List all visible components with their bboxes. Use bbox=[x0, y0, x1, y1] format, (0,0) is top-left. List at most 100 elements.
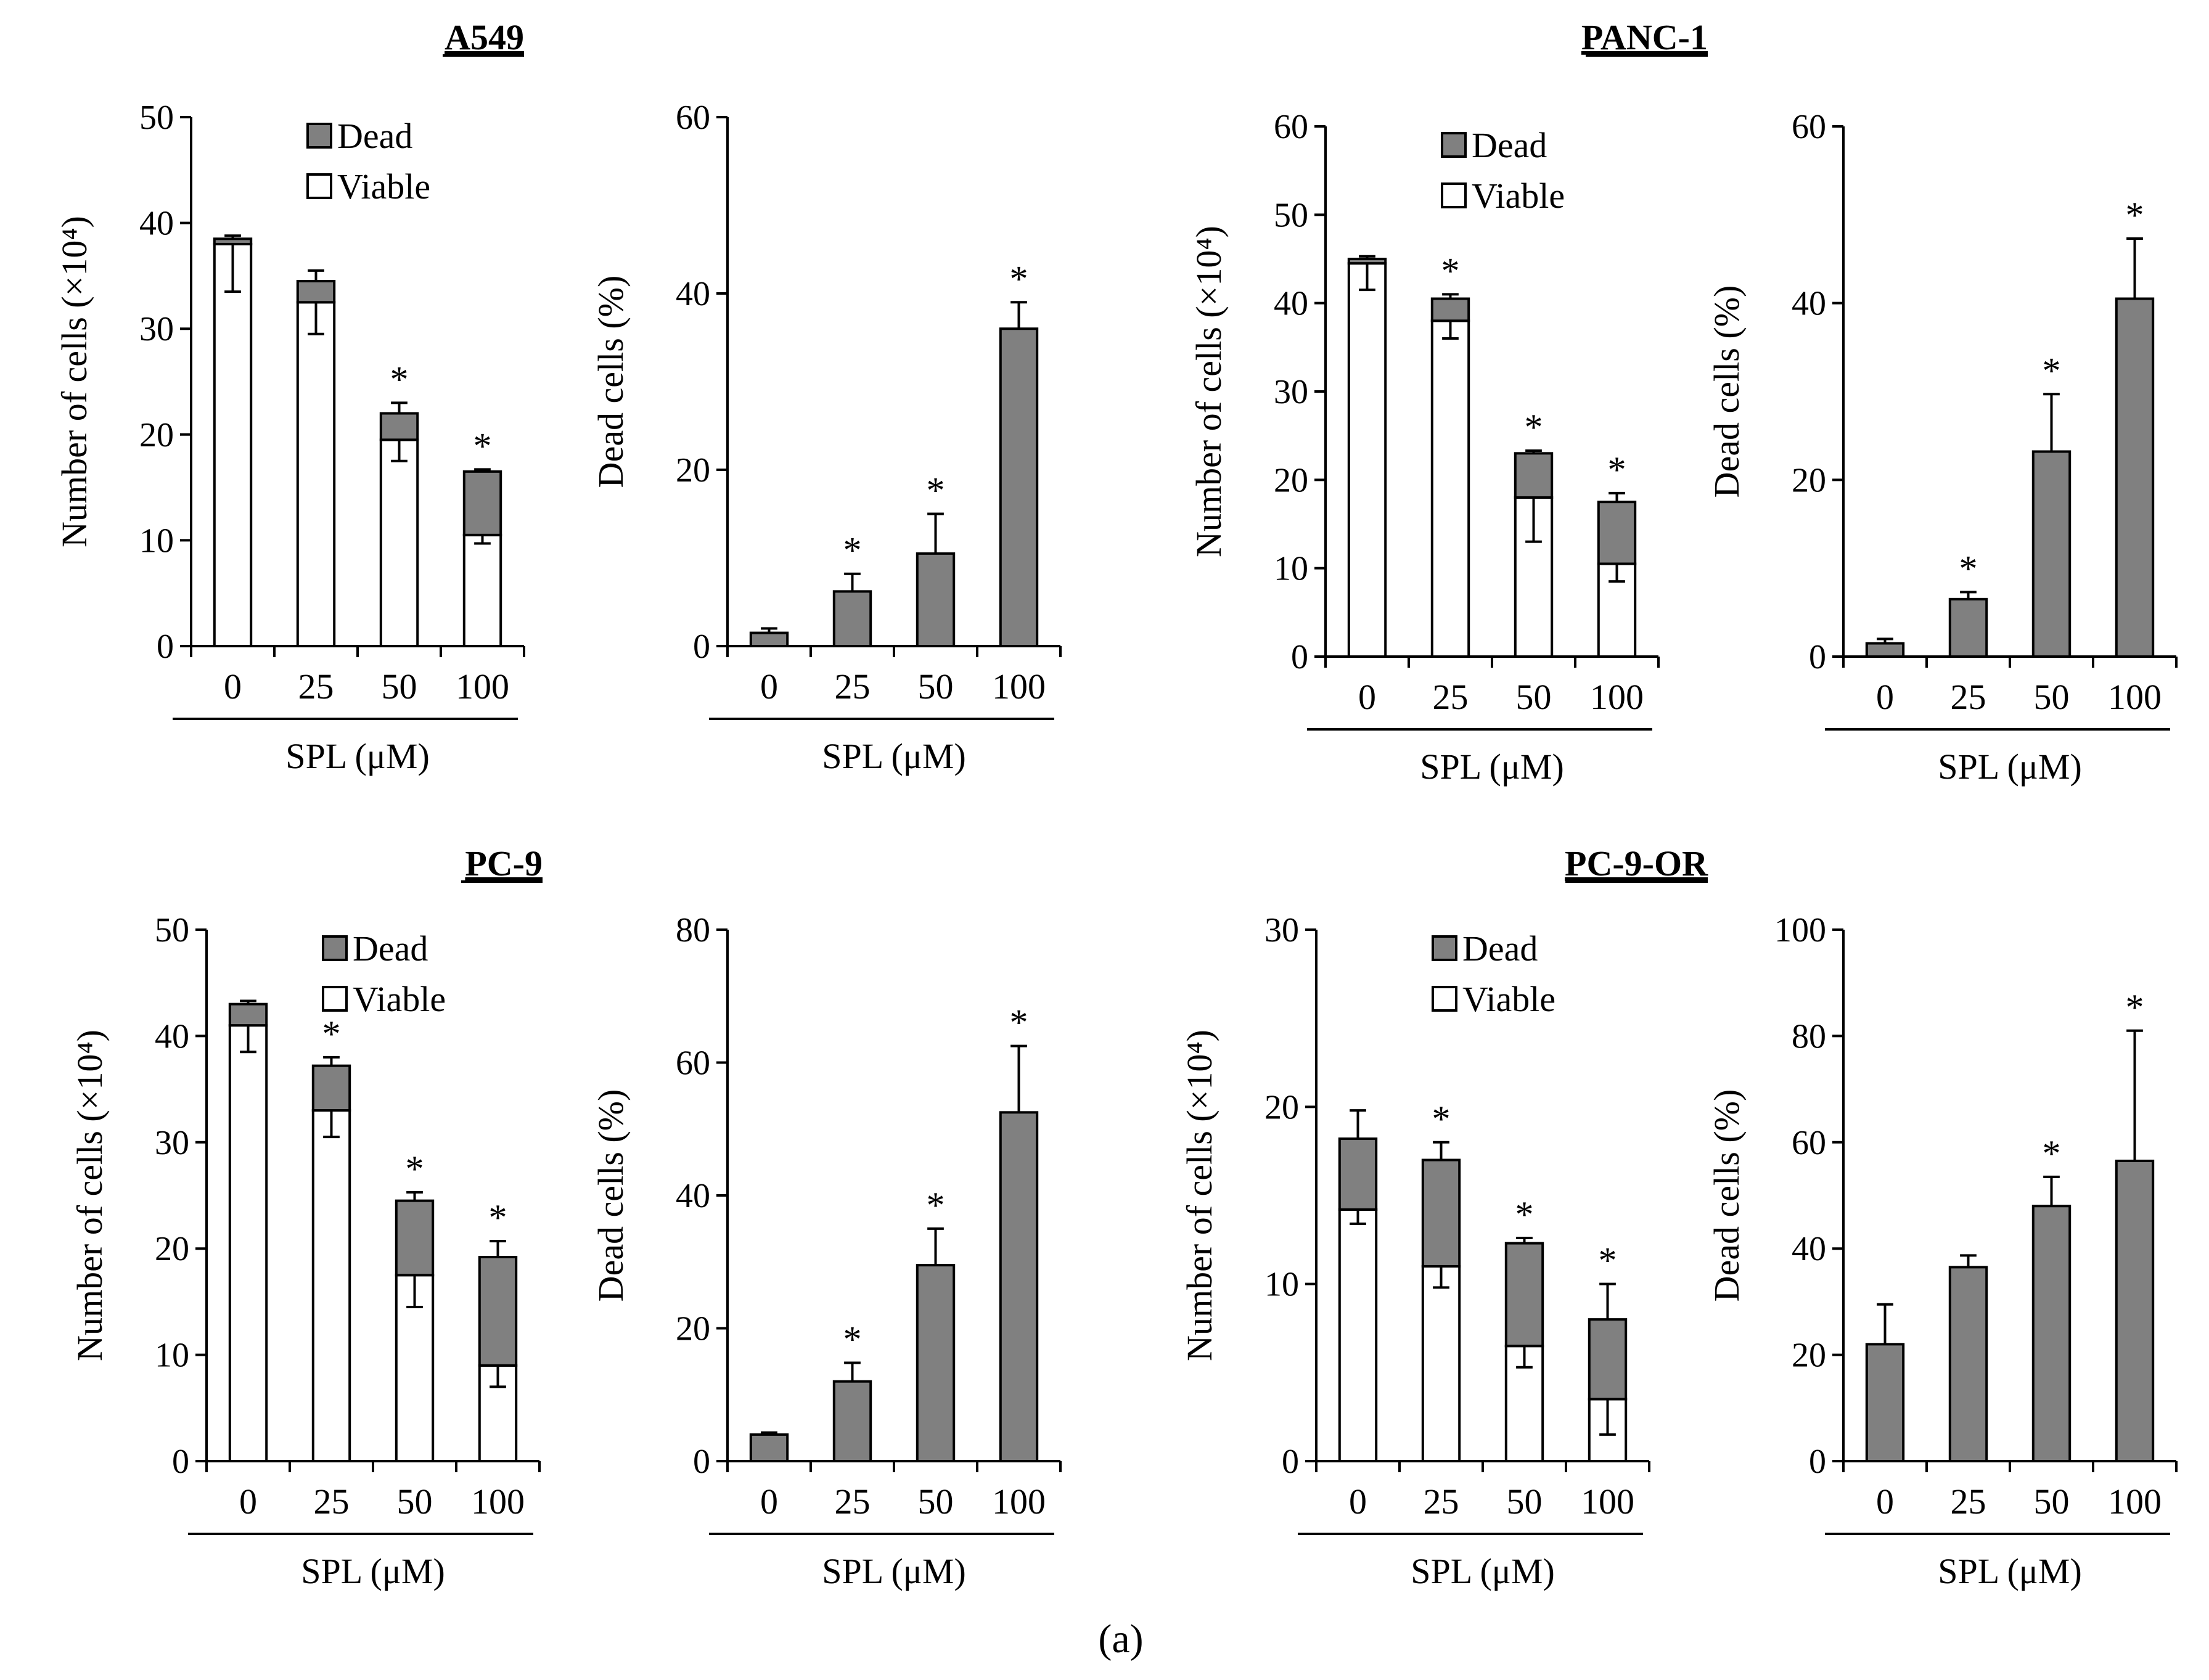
x-tick-label: 50 bbox=[382, 666, 417, 707]
y-tick-label: 50 bbox=[155, 911, 189, 949]
significance-marker: * bbox=[1599, 1240, 1617, 1281]
bar-dead bbox=[916, 552, 956, 647]
y-tick-label: 20 bbox=[155, 1230, 189, 1268]
y-tick-label: 20 bbox=[1792, 461, 1826, 499]
bar-viable bbox=[1430, 319, 1470, 658]
y-tick-label: 20 bbox=[139, 416, 174, 454]
legend-swatch-dead bbox=[1441, 132, 1467, 158]
x-axis-label: SPL (μM) bbox=[822, 736, 966, 776]
bar-dead bbox=[1338, 1137, 1378, 1211]
y-tick-label: 50 bbox=[139, 99, 174, 137]
bar-dead bbox=[2031, 450, 2072, 658]
bar-dead bbox=[1430, 297, 1470, 322]
x-tick-label: 25 bbox=[1951, 677, 1986, 717]
x-tick-label: 0 bbox=[224, 666, 242, 707]
panel-title: PC-9 bbox=[465, 843, 543, 883]
significance-marker: * bbox=[1432, 1099, 1451, 1139]
chart-pc-9-percent: 0 20 40 60 80 0 25 50 100 SPL (μM) Dead cells (%) *… bbox=[591, 911, 1062, 1591]
bar-dead bbox=[916, 1264, 956, 1462]
bars: ** bbox=[1865, 987, 2155, 1463]
chart-pc-9-or-count: PC-9-OR 0 10 20 30 0 25 50 100 SPL (μM) Number of … bbox=[1179, 843, 1708, 1591]
y-tick-label: 40 bbox=[1274, 285, 1308, 323]
y-tick-label: 30 bbox=[1274, 373, 1308, 411]
bar-dead bbox=[1504, 1242, 1544, 1348]
y-tick-label: 100 bbox=[1774, 911, 1826, 949]
x-axis-label: SPL (μM) bbox=[285, 736, 430, 776]
significance-marker: * bbox=[2043, 350, 2061, 391]
legend: Dead Viable bbox=[1441, 125, 1565, 216]
bar-dead bbox=[395, 1199, 435, 1277]
bar-dead bbox=[1865, 642, 1905, 658]
y-axis-label: Number of cells (×10⁴) bbox=[70, 1030, 110, 1361]
significance-marker: * bbox=[390, 359, 409, 400]
x-tick-label: 100 bbox=[471, 1481, 525, 1522]
bar-viable bbox=[379, 438, 419, 647]
bar-dead bbox=[1588, 1318, 1628, 1401]
y-tick-label: 30 bbox=[155, 1124, 189, 1162]
significance-marker: * bbox=[1010, 1002, 1028, 1043]
chart-pc-9-or-percent: 0 20 40 60 80 100 0 25 50 100 SPL (μM) Dead cells (… bbox=[1707, 911, 2178, 1591]
bar-dead bbox=[999, 327, 1039, 647]
bar-dead bbox=[2115, 297, 2155, 658]
x-tick-label: 50 bbox=[2034, 1481, 2070, 1522]
legend-swatch-viable bbox=[1432, 986, 1457, 1012]
x-tick-label: 0 bbox=[760, 1481, 778, 1522]
x-tick-label: 0 bbox=[760, 666, 778, 707]
x-axis-label: SPL (μM) bbox=[1411, 1551, 1555, 1591]
x-tick-label: 50 bbox=[1507, 1481, 1543, 1522]
legend: Dead Viable bbox=[1432, 928, 1555, 1019]
y-tick-label: 50 bbox=[1274, 196, 1308, 234]
y-tick-label: 20 bbox=[676, 1310, 710, 1348]
x-tick-label: 100 bbox=[456, 666, 509, 707]
panel-title: PC-9-OR bbox=[1565, 843, 1708, 883]
x-tick-label: 0 bbox=[239, 1481, 257, 1522]
significance-marker: * bbox=[843, 530, 862, 571]
chart-a549-count: A549 0 10 20 30 40 50 0 25 50 100 SPL (μM) Number of… bbox=[54, 17, 525, 776]
panel-title: PANC-1 bbox=[1581, 17, 1708, 57]
bars: * * * bbox=[1347, 250, 1637, 658]
bar-dead bbox=[1597, 501, 1637, 565]
y-tick-label: 20 bbox=[1264, 1088, 1299, 1126]
y-tick-label: 60 bbox=[676, 1044, 710, 1083]
x-axis-label: SPL (μM) bbox=[1938, 747, 2082, 787]
y-tick-label: 80 bbox=[676, 911, 710, 949]
y-tick-label: 10 bbox=[139, 522, 174, 560]
bars: ** bbox=[213, 234, 502, 648]
y-tick-label: 0 bbox=[157, 628, 174, 666]
y-tick-label: 60 bbox=[1274, 108, 1308, 146]
significance-marker: * bbox=[2043, 1133, 2061, 1174]
y-tick-label: 20 bbox=[676, 451, 710, 490]
bars: * * * bbox=[1865, 195, 2155, 658]
bar-viable bbox=[462, 533, 502, 647]
x-tick-label: 25 bbox=[1433, 677, 1469, 717]
x-tick-label: 25 bbox=[835, 1481, 871, 1522]
bar-dead bbox=[296, 279, 336, 304]
bar-viable bbox=[1338, 1208, 1378, 1463]
x-tick-label: 100 bbox=[2108, 1481, 2162, 1522]
y-tick-label: 80 bbox=[1792, 1017, 1826, 1055]
y-axis-label: Dead cells (%) bbox=[1707, 1089, 1747, 1302]
y-tick-label: 60 bbox=[1792, 1124, 1826, 1162]
legend-label-viable: Viable bbox=[337, 166, 430, 207]
bar-dead bbox=[749, 1433, 789, 1462]
bar-dead bbox=[379, 412, 419, 441]
x-tick-label: 50 bbox=[1516, 677, 1552, 717]
y-tick-label: 20 bbox=[1792, 1337, 1826, 1375]
x-tick-label: 100 bbox=[992, 666, 1046, 707]
bar-viable bbox=[213, 242, 253, 648]
x-axis-label: SPL (μM) bbox=[822, 1551, 966, 1591]
y-tick-label: 0 bbox=[693, 628, 710, 666]
legend-swatch-viable bbox=[1441, 182, 1467, 208]
legend-label-viable: Viable bbox=[1462, 979, 1555, 1019]
chart-panc-1-percent: 0 20 40 60 0 25 50 100 SPL (μM) Dead cells (%) * * * bbox=[1707, 108, 2178, 787]
bar-dead bbox=[832, 590, 872, 648]
bar-dead bbox=[1514, 452, 1554, 499]
significance-marker: * bbox=[1010, 258, 1028, 299]
chart-pc-9-count: PC-9 0 10 20 30 40 50 0 25 50 100 SPL (μM) Number of… bbox=[70, 843, 543, 1591]
bar-dead bbox=[2115, 1159, 2155, 1462]
y-tick-label: 0 bbox=[1809, 638, 1826, 676]
bars: * * * bbox=[749, 1002, 1039, 1462]
significance-marker: * bbox=[489, 1197, 507, 1238]
